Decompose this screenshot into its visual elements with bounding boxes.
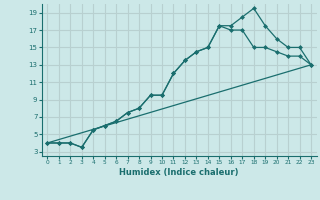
X-axis label: Humidex (Indice chaleur): Humidex (Indice chaleur)	[119, 168, 239, 177]
